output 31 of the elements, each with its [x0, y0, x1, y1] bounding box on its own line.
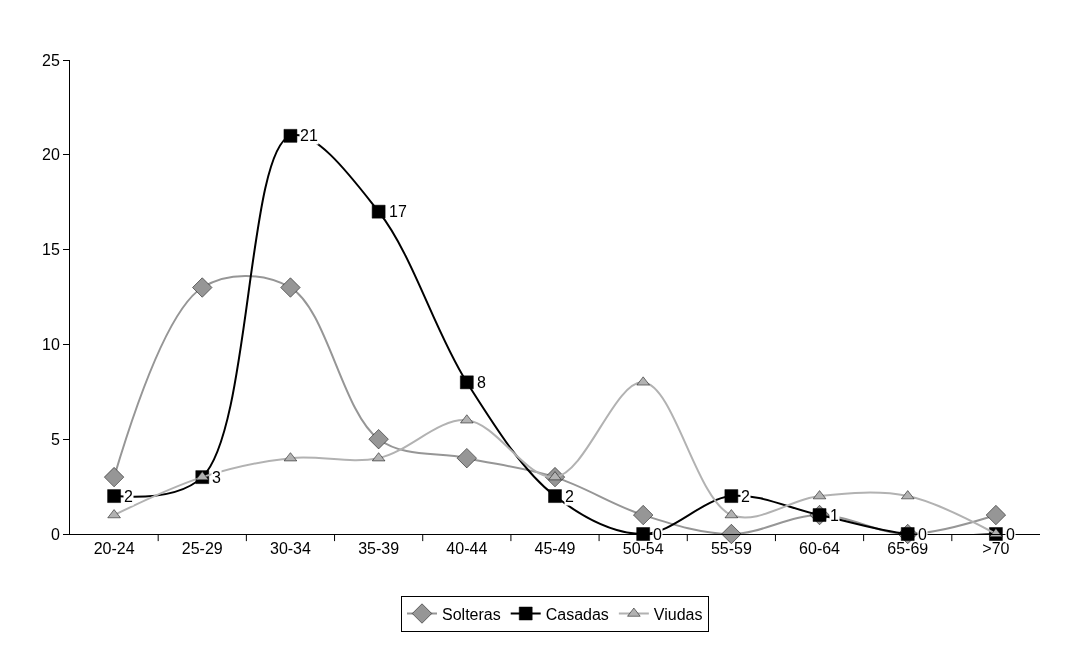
- x-tick-label: 40-44: [446, 540, 488, 558]
- y-tick-label: 25: [42, 51, 60, 69]
- y-tick-label: 0: [50, 525, 60, 543]
- x-tick-label: 20-24: [93, 540, 135, 558]
- data-label: 2: [741, 488, 750, 505]
- legend-label: Viudas: [653, 605, 703, 623]
- x-tick-label: 45-49: [534, 540, 576, 558]
- data-label: 17: [389, 203, 407, 220]
- data-label: 2: [124, 488, 133, 505]
- x-tick-label: 25-29: [181, 540, 223, 558]
- legend-label: Solteras: [442, 605, 501, 623]
- x-tick-label: 60-64: [799, 540, 841, 558]
- data-label: 8: [477, 374, 486, 391]
- y-tick-label: 15: [42, 241, 60, 259]
- data-label: 1: [830, 507, 839, 524]
- legend-label: Casadas: [545, 605, 609, 623]
- x-tick-label: >70: [982, 540, 1010, 558]
- y-tick-label: 20: [42, 146, 60, 164]
- y-tick-label: 10: [42, 336, 60, 353]
- x-tick-label: 55-59: [710, 540, 752, 558]
- x-tick-label: 65-69: [887, 540, 929, 558]
- data-label: 0: [1006, 526, 1015, 543]
- data-label: 2: [565, 488, 574, 505]
- data-label: 0: [653, 526, 662, 543]
- x-tick-label: 35-39: [358, 540, 400, 558]
- data-label: 21: [300, 127, 318, 144]
- data-label: 0: [918, 526, 927, 543]
- data-label: 3: [212, 469, 221, 486]
- x-tick-label: 50-54: [622, 540, 664, 558]
- x-tick-label: 30-34: [269, 540, 312, 558]
- y-tick-label: 5: [50, 430, 60, 448]
